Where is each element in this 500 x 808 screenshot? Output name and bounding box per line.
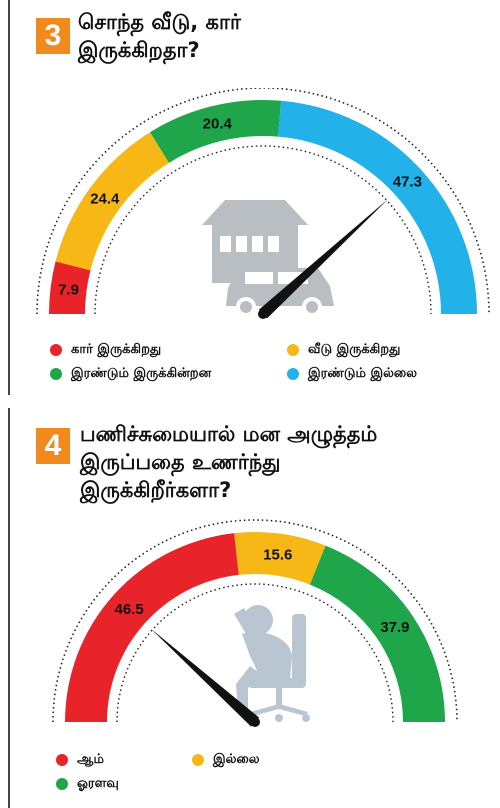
gauge-chart-ownership: 7.9 24.4 20.4 47.3	[36, 88, 490, 319]
legend-item: வீடு இருக்கிறது	[287, 342, 400, 358]
gauge-outer-dotted-arc	[52, 519, 458, 723]
legend-item: இரண்டும் இல்லை	[287, 366, 417, 382]
stressed-person-chair-icon	[234, 605, 310, 722]
gauge-value-label: 7.9	[58, 282, 79, 299]
gauge-inner-dotted-arc	[94, 145, 432, 315]
question-title: சொந்த வீடு, கார் இருக்கிறதா?	[78, 8, 241, 64]
legend-swatch	[50, 368, 62, 380]
house-car-icon	[202, 200, 334, 317]
legend-label: ஆம்	[77, 752, 104, 767]
legend-item: இல்லை	[192, 752, 260, 768]
legend-swatch	[287, 368, 299, 380]
gauge-needle-hub	[250, 717, 260, 727]
gauge-value-label: 37.9	[380, 619, 409, 636]
gauge-segment	[278, 100, 477, 314]
legend-item: இரண்டும் இருக்கின்றன	[50, 366, 211, 382]
gauge-needle-hub	[258, 309, 268, 319]
question-title: பணிச்சுமையால் மன அழுத்தம் இருப்பதை உணர்ந…	[80, 420, 377, 504]
question-title-line: சொந்த வீடு, கார்	[78, 10, 241, 34]
gauge-inner-dotted-arc	[116, 583, 394, 723]
question-number-badge: 3	[36, 18, 70, 54]
gauge-needle	[150, 628, 260, 727]
legend-swatch	[56, 754, 68, 766]
car-window-shape	[245, 272, 273, 284]
chair-wheel-shape	[275, 714, 283, 722]
gauge-segment	[150, 100, 282, 163]
car-wheel-shape	[306, 301, 318, 313]
car-wheel-shape	[240, 301, 252, 313]
gauge-segment	[234, 532, 326, 585]
house-window-shape	[268, 236, 279, 252]
gauge-segment	[65, 533, 239, 722]
section-divider-bottom	[8, 408, 10, 808]
gauge-segment	[49, 261, 91, 314]
gauge-outer-dotted-arc	[36, 88, 490, 315]
person-body-shape	[242, 632, 292, 681]
legend-swatch	[50, 344, 62, 356]
chair-post-shape	[276, 688, 282, 706]
house-roof-shape	[202, 200, 308, 225]
legend-label: இல்லை	[213, 752, 260, 767]
legend-label: கார் இருக்கிறது	[71, 342, 162, 357]
legend-item: ஆம்	[56, 752, 104, 768]
legend-swatch	[56, 778, 68, 790]
house-window-shape	[252, 236, 263, 252]
question-number-badge: 4	[36, 428, 70, 464]
question-title-line: இருக்கிறதா?	[78, 38, 200, 62]
question-title-line: பணிச்சுமையால் மன அழுத்தம்	[80, 422, 378, 446]
gauge-value-label: 15.6	[263, 547, 292, 564]
legend-label: இரண்டும் இருக்கின்றன	[71, 366, 212, 381]
legend-label: இரண்டும் இல்லை	[308, 366, 418, 381]
chair-back-shape	[292, 614, 306, 686]
chair-base-shape	[250, 704, 308, 716]
legend-label: வீடு இருக்கிறது	[308, 342, 401, 357]
gauge-value-label: 24.4	[90, 190, 120, 207]
gauge-needle	[258, 198, 389, 319]
gauge-value-label: 46.5	[115, 601, 144, 618]
house-window-shape	[220, 236, 231, 252]
legend-item: கார் இருக்கிறது	[50, 342, 161, 358]
legend-swatch	[287, 344, 299, 356]
gauge-segment	[309, 545, 445, 722]
legend-item: ஓரளவு	[56, 776, 119, 792]
question-title-line: இருப்பதை உணர்ந்து	[80, 450, 281, 474]
gauge-value-label: 47.3	[393, 173, 422, 190]
question-title-line: இருக்கிறீர்களா?	[80, 478, 232, 502]
person-legs-shape	[236, 666, 264, 712]
section-divider-top	[8, 0, 10, 395]
gauge-value-label: 20.4	[203, 115, 233, 132]
legend-swatch	[192, 754, 204, 766]
person-arm-shape	[234, 608, 258, 634]
chair-wheel-shape	[302, 714, 310, 722]
gauge-segment	[55, 132, 170, 271]
gauge-chart-work-stress: 46.5 15.6 37.9	[52, 519, 458, 727]
house-window-shape	[236, 236, 247, 252]
legend-label: ஓரளவு	[77, 776, 119, 791]
